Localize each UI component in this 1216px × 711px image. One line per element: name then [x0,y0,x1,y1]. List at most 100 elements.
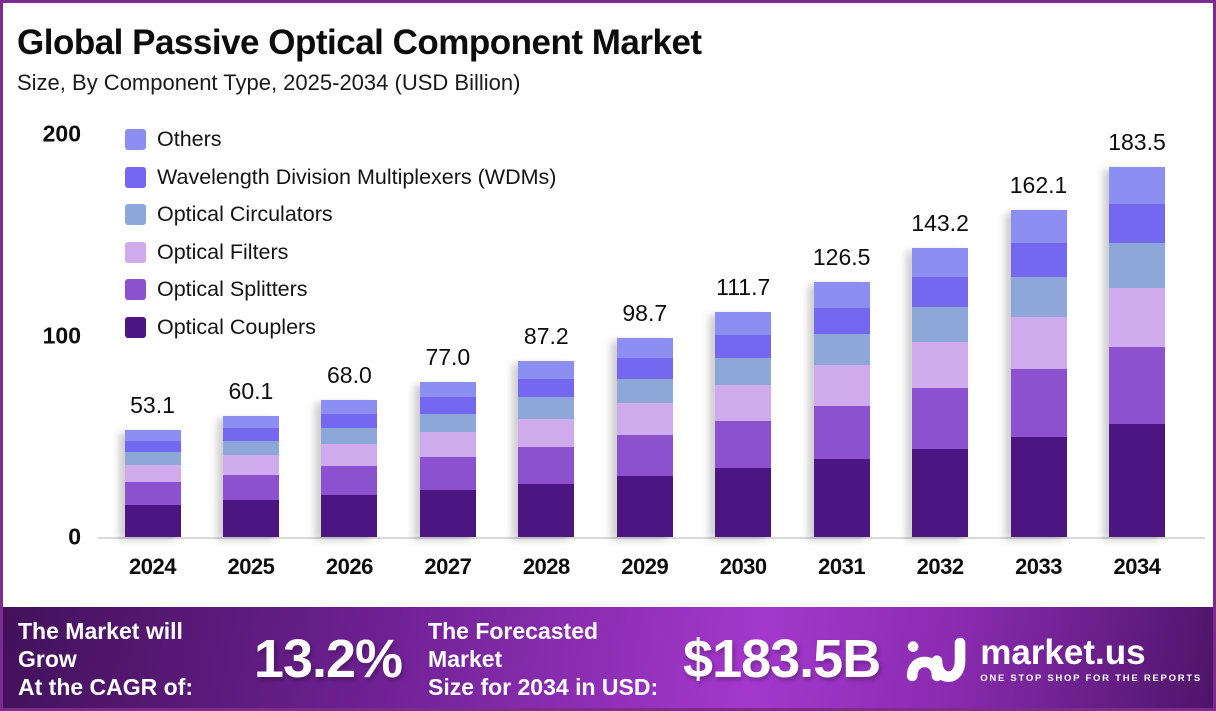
bar-total-label: 111.7 [716,273,771,300]
bar-segment [715,311,772,335]
bar-segment [321,466,378,496]
bar-segment [616,379,673,403]
bar-segment [124,451,181,465]
forecast-value: $183.5B [683,629,881,689]
bar-segment [124,440,181,452]
bar-segment [1109,243,1165,288]
stacked-bar-2030: 111.7 [715,274,772,538]
bar-segment [419,456,476,490]
bar-segment [518,378,575,398]
x-axis-label-2029: 2029 [621,554,669,579]
footer-banner: The Market will Grow At the CAGR of: 13.… [3,607,1213,708]
bar-segment [1010,243,1067,278]
x-axis-label-2024: 2024 [129,554,176,579]
bar-segment [813,405,870,460]
y-tick-0: 0 [68,523,81,550]
bar-segment [912,448,969,537]
bar-segment [321,495,378,537]
bar-segment [222,455,279,475]
bar-segment [419,413,476,433]
bar-segment [222,427,279,441]
x-axis-label-2028: 2028 [522,554,570,579]
stacked-bar-2032: 143.2 [911,210,969,537]
bar-segment [616,358,673,380]
bar-total-label: 87.2 [523,323,569,350]
legend-swatch-icon [125,316,146,338]
bar-total-label: 53.1 [130,392,175,419]
page-subtitle: Size, By Component Type, 2025-2034 (USD … [17,70,521,96]
plot-area: 2024 53.1 2025 60.1 2026 68.0 2027 77.0 2028 87.2… [98,120,1205,579]
forecast-label-line2: Size for 2034 in USD: [428,674,659,701]
bar-segment [616,338,673,359]
bar-segment [715,385,772,422]
y-tick-200: 200 [42,120,81,147]
bar-segment [518,397,575,419]
bar-segment [1010,210,1067,244]
x-axis-label-2033: 2033 [1015,554,1063,579]
bar-segment [813,459,870,538]
y-axis: 200 100 0 [11,120,81,550]
bar-segment [715,334,772,359]
bar-segment [912,388,969,449]
legend-label: Optical Filters [157,239,289,264]
bar-segment [419,381,476,398]
legend-swatch-icon [125,279,146,301]
bar-segment [1010,437,1067,537]
legend-item: Wavelength Division Multiplexers (WDMs) [125,159,556,197]
legend-swatch-icon [125,166,146,188]
legend-item: Optical Couplers [125,309,556,347]
legend-label: Optical Circulators [157,202,333,227]
x-axis-label-2034: 2034 [1113,554,1161,579]
bar-segment [518,361,575,379]
bar-segment [813,365,870,406]
bar-segment [912,248,969,278]
bar-segment [912,307,969,343]
bar-segment [124,464,181,482]
x-axis-label-2030: 2030 [719,554,767,579]
bar-segment [518,418,575,447]
bar-segment [124,504,181,538]
brand-block: market.us ONE STOP SHOP FOR THE REPORTS [906,631,1202,687]
page-title: Global Passive Optical Component Market [17,23,702,62]
legend-label: Optical Splitters [157,277,308,302]
bar-total-label: 77.0 [425,343,471,370]
forecast-label: The Forecasted Market Size for 2034 in U… [428,617,661,701]
legend-item: Optical Filters [125,234,556,272]
bar-total-label: 126.5 [812,244,871,271]
legend: Others Wavelength Division Multiplexers (… [125,121,556,346]
legend-item: Optical Splitters [125,271,556,309]
bar-segment [321,444,378,467]
legend-label: Wavelength Division Multiplexers (WDMs) [157,164,557,189]
stacked-bar-2025: 60.1 [222,378,279,537]
legend-swatch-icon [125,241,146,263]
cagr-label: The Market will Grow At the CAGR of: [18,617,232,701]
x-axis-label-2031: 2031 [818,554,866,579]
legend-item: Others [125,121,556,159]
bar-segment [124,430,181,441]
bar-segment [222,440,279,456]
bar-segment [715,358,772,386]
bar-segment [715,421,772,469]
bar-total-label: 143.2 [911,210,969,237]
bar-segment [518,483,575,538]
bar-segment [1109,424,1165,538]
bar-segment [616,402,673,435]
x-axis-line [98,537,1205,539]
legend-swatch-icon [125,204,146,226]
bar-segment [813,282,870,308]
brand-text: market.us ONE STOP SHOP FOR THE REPORTS [980,635,1202,684]
bar-segment [321,413,378,428]
bar-total-label: 183.5 [1108,129,1166,156]
stacked-bar-2024: 53.1 [124,392,181,538]
bar-segment [419,489,476,537]
bar-total-label: 98.7 [622,300,668,327]
bar-segment [321,427,378,445]
bar-segment [1109,287,1165,347]
bar-segment [912,342,969,389]
bar-segment [222,415,279,428]
x-axis-label-2026: 2026 [325,554,373,579]
cagr-label-line2: At the CAGR of: [18,674,194,701]
bar-segment [321,399,378,414]
stacked-bar-2034: 183.5 [1108,129,1166,538]
stacked-bar-2026: 68.0 [321,362,378,537]
